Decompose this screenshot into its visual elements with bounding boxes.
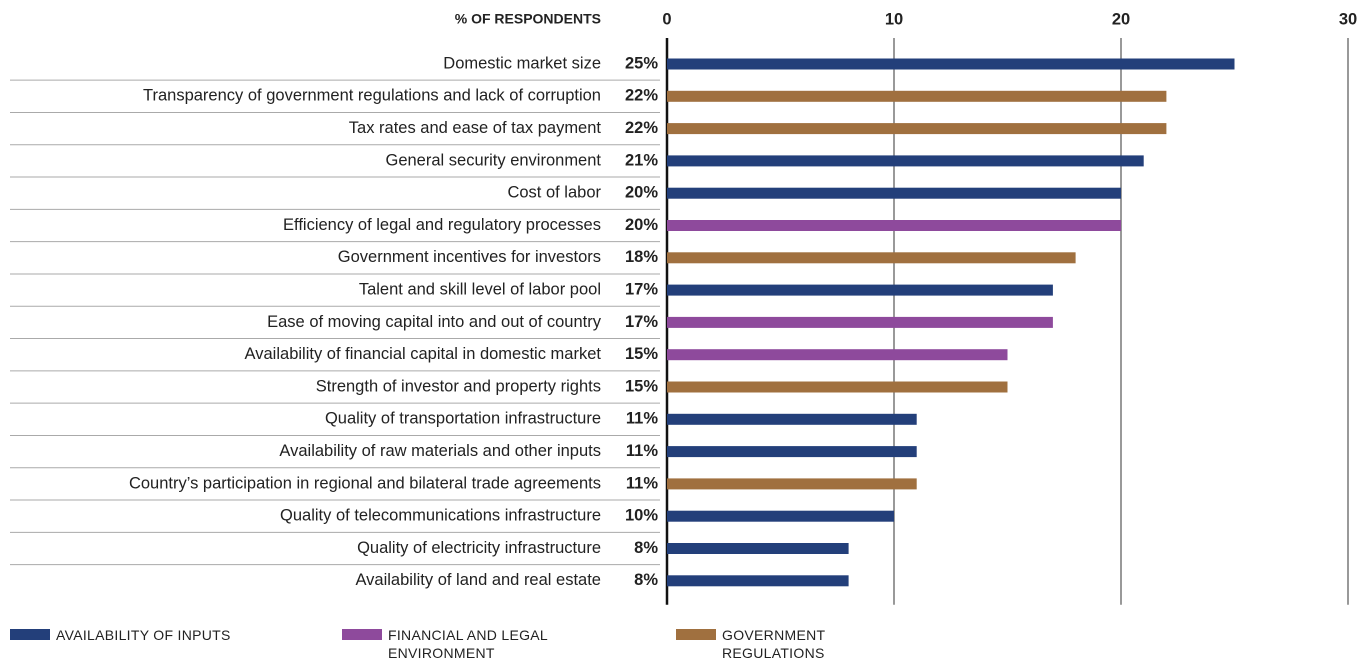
bar bbox=[667, 252, 1076, 264]
value-label: 25% bbox=[625, 54, 658, 72]
bar bbox=[667, 446, 917, 458]
axis-label: % OF RESPONDENTS bbox=[455, 11, 601, 27]
legend-swatch bbox=[10, 629, 50, 640]
category-label: Country’s participation in regional and … bbox=[129, 474, 601, 492]
legend-label: GOVERNMENT REGULATIONS bbox=[722, 627, 826, 661]
value-label: 20% bbox=[625, 184, 658, 202]
bar bbox=[667, 284, 1053, 296]
value-label: 20% bbox=[625, 216, 658, 234]
legend-swatch bbox=[676, 629, 716, 640]
bar bbox=[667, 413, 917, 425]
value-label: 17% bbox=[625, 313, 658, 331]
category-label: Tax rates and ease of tax payment bbox=[349, 119, 602, 137]
x-tick-label: 10 bbox=[885, 10, 903, 28]
legend-swatch bbox=[342, 629, 382, 640]
bar bbox=[667, 349, 1008, 361]
bar bbox=[667, 155, 1144, 167]
value-label: 21% bbox=[625, 151, 658, 169]
category-label: Availability of financial capital in dom… bbox=[245, 345, 602, 363]
value-label: 10% bbox=[625, 507, 658, 525]
bar bbox=[667, 381, 1008, 393]
bar bbox=[667, 90, 1167, 102]
value-label: 11% bbox=[626, 442, 658, 460]
value-label: 17% bbox=[625, 280, 658, 298]
bar bbox=[667, 316, 1053, 328]
category-label: Strength of investor and property rights bbox=[316, 377, 601, 395]
category-label: Domestic market size bbox=[443, 54, 601, 72]
category-label: Ease of moving capital into and out of c… bbox=[267, 313, 602, 331]
category-label: Availability of land and real estate bbox=[355, 571, 601, 589]
category-label: Quality of transportation infrastructure bbox=[325, 410, 601, 428]
bar bbox=[667, 58, 1235, 70]
value-label: 11% bbox=[626, 410, 658, 428]
category-label: Quality of electricity infrastructure bbox=[357, 539, 601, 557]
legend-item: AVAILABILITY OF INPUTS bbox=[10, 626, 246, 644]
bar bbox=[667, 510, 894, 522]
value-label: 22% bbox=[625, 87, 658, 105]
category-label: Government incentives for investors bbox=[338, 248, 601, 266]
x-tick-label: 30 bbox=[1339, 10, 1357, 28]
legend-label: AVAILABILITY OF INPUTS bbox=[56, 627, 231, 643]
legend-item: FINANCIAL AND LEGAL ENVIRONMENT bbox=[342, 626, 578, 662]
category-label: Cost of labor bbox=[507, 184, 601, 202]
bar bbox=[667, 543, 849, 554]
category-label: Availability of raw materials and other … bbox=[279, 442, 601, 460]
category-label: Efficiency of legal and regulatory proce… bbox=[283, 216, 601, 234]
bar bbox=[667, 220, 1121, 231]
bar bbox=[667, 123, 1167, 135]
bar bbox=[667, 575, 849, 587]
value-label: 8% bbox=[634, 539, 658, 557]
category-label: Transparency of government regulations a… bbox=[143, 87, 601, 105]
category-label: Talent and skill level of labor pool bbox=[359, 280, 601, 298]
value-label: 22% bbox=[625, 119, 658, 137]
category-label: Quality of telecommunications infrastruc… bbox=[280, 507, 601, 525]
value-label: 18% bbox=[625, 248, 658, 266]
legend-item: GOVERNMENT REGULATIONS bbox=[676, 626, 912, 662]
legend-label: FINANCIAL AND LEGAL ENVIRONMENT bbox=[388, 627, 548, 661]
bar bbox=[667, 187, 1121, 199]
value-label: 8% bbox=[634, 571, 658, 589]
category-label: General security environment bbox=[385, 151, 601, 169]
x-tick-label: 0 bbox=[662, 10, 671, 28]
value-label: 11% bbox=[626, 474, 658, 492]
x-tick-label: 20 bbox=[1112, 10, 1130, 28]
value-label: 15% bbox=[625, 377, 658, 395]
bar bbox=[667, 478, 917, 490]
value-label: 15% bbox=[625, 345, 658, 363]
